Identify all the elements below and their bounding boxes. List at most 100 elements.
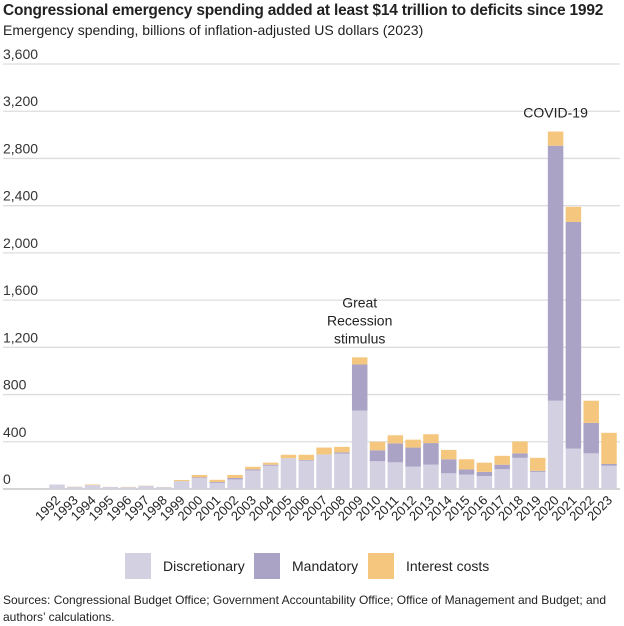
bar-interest-costs (441, 450, 457, 459)
bar-discretionary (85, 485, 101, 489)
bar-interest-costs (192, 475, 208, 477)
bar-discretionary (299, 461, 315, 489)
bar-discretionary (138, 486, 154, 489)
legend-label: Discretionary (163, 558, 245, 574)
y-tick-label: 2,400 (3, 188, 38, 204)
annotation-label: Great (342, 294, 377, 310)
bar-discretionary (103, 487, 119, 489)
bar-mandatory (245, 469, 261, 470)
bar-interest-costs (85, 485, 101, 486)
bar-mandatory (334, 452, 350, 453)
bar-interest-costs (459, 459, 475, 469)
y-tick-label: 1,200 (3, 329, 38, 345)
bar-interest-costs (174, 480, 190, 481)
bar-discretionary (583, 453, 599, 489)
bar-mandatory (477, 472, 493, 476)
annotation-label: stimulus (334, 330, 385, 346)
bar-mandatory (441, 459, 457, 473)
y-tick-label: 1,600 (3, 282, 38, 298)
bar-interest-costs (299, 455, 315, 460)
legend-swatch-mandatory (254, 553, 280, 579)
legend-item-mandatory: Mandatory (254, 553, 358, 579)
bar-discretionary (494, 469, 510, 489)
bar-interest-costs (405, 440, 421, 448)
bar-mandatory (299, 460, 315, 461)
bar-discretionary (370, 461, 386, 489)
bar-interest-costs (352, 357, 368, 364)
bar-mandatory (494, 465, 510, 469)
bar-discretionary (245, 470, 261, 489)
legend: Discretionary Mandatory Interest costs (0, 553, 624, 583)
bar-mandatory (210, 482, 226, 483)
bar-mandatory (566, 222, 582, 449)
bar-mandatory (583, 423, 599, 453)
legend-item-discretionary: Discretionary (125, 553, 245, 579)
legend-label: Mandatory (292, 558, 358, 574)
bar-discretionary (530, 472, 546, 489)
bar-discretionary (601, 466, 617, 489)
bar-discretionary (281, 458, 297, 489)
bar-mandatory (227, 478, 243, 479)
bar-interest-costs (423, 434, 439, 443)
bar-interest-costs (245, 467, 261, 470)
bar-interest-costs (477, 463, 493, 472)
bar-discretionary (263, 466, 279, 489)
bar-mandatory (192, 477, 208, 478)
bar-interest-costs (263, 463, 279, 465)
annotation-label: COVID-19 (523, 105, 588, 121)
y-tick-label: 3,600 (3, 46, 38, 62)
bar-interest-costs (494, 456, 510, 465)
bar-mandatory (263, 465, 279, 466)
bar-mandatory (352, 364, 368, 410)
bar-interest-costs (388, 435, 404, 443)
bar-interest-costs (601, 433, 617, 464)
bar-interest-costs (566, 207, 582, 222)
bar-mandatory (459, 470, 475, 475)
bar-discretionary (459, 475, 475, 489)
bar-mandatory (388, 443, 404, 462)
bar-interest-costs (548, 132, 564, 146)
bar-interest-costs (210, 480, 226, 482)
bar-discretionary (227, 479, 243, 489)
legend-label: Interest costs (406, 558, 489, 574)
bar-discretionary (192, 478, 208, 489)
bar-discretionary (548, 401, 564, 489)
bar-discretionary (566, 449, 582, 489)
bar-mandatory (405, 448, 421, 467)
bar-interest-costs (334, 447, 350, 453)
y-tick-label: 400 (3, 424, 27, 440)
bar-discretionary (174, 481, 190, 489)
bar-mandatory (512, 453, 528, 457)
bar-interest-costs (316, 448, 332, 455)
bar-mandatory (601, 464, 617, 466)
bar-mandatory (423, 443, 439, 465)
bar-interest-costs (370, 442, 386, 451)
bar-discretionary (352, 410, 368, 489)
bar-discretionary (477, 476, 493, 489)
y-tick-label: 3,200 (3, 93, 38, 109)
bar-discretionary (210, 483, 226, 489)
bar-discretionary (316, 454, 332, 489)
legend-swatch-discretionary (125, 553, 151, 579)
y-tick-label: 2,000 (3, 235, 38, 251)
bar-discretionary (334, 454, 350, 489)
bar-mandatory (530, 471, 546, 472)
y-tick-label: 0 (3, 471, 11, 487)
bar-discretionary (156, 487, 172, 489)
bar-discretionary (512, 458, 528, 489)
bar-discretionary (441, 473, 457, 489)
bar-interest-costs (281, 455, 297, 458)
bar-discretionary (67, 487, 83, 489)
legend-item-interest: Interest costs (368, 553, 489, 579)
bar-discretionary (388, 462, 404, 489)
bar-interest-costs (530, 458, 546, 471)
legend-swatch-interest (368, 553, 394, 579)
bar-discretionary (120, 487, 135, 489)
annotation-label: Recession (327, 312, 392, 328)
y-tick-label: 800 (3, 377, 27, 393)
bar-mandatory (370, 450, 386, 461)
bar-interest-costs (227, 475, 243, 478)
stacked-bar-chart: 04008001,2001,6002,0002,4002,8003,2003,6… (0, 0, 624, 553)
bar-interest-costs (512, 441, 528, 453)
sources-note: Sources: Congressional Budget Office; Go… (3, 592, 618, 626)
